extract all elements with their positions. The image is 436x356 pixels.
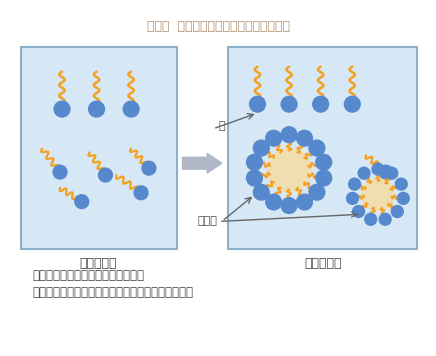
Circle shape (395, 178, 407, 190)
Circle shape (267, 148, 311, 192)
Text: ・親水基を外側に向けて安定化する: ・親水基を外側に向けて安定化する (32, 268, 144, 282)
Circle shape (142, 161, 156, 175)
Bar (228, 47, 417, 249)
Circle shape (75, 195, 89, 209)
Circle shape (281, 96, 297, 112)
Circle shape (296, 194, 313, 210)
Circle shape (379, 213, 391, 225)
Text: 濃度が低い: 濃度が低い (80, 257, 117, 270)
Circle shape (309, 140, 325, 156)
Text: ミセル: ミセル (197, 216, 217, 226)
Circle shape (372, 163, 384, 175)
Text: ・ミセルの中に油性成分が可溶化する（とりこむ）: ・ミセルの中に油性成分が可溶化する（とりこむ） (32, 286, 194, 299)
Circle shape (266, 130, 282, 146)
Circle shape (379, 165, 393, 179)
Circle shape (246, 155, 262, 170)
Circle shape (53, 165, 67, 179)
Text: 図３．  界面活性剤のミセル形成の可溶性: 図３． 界面活性剤のミセル形成の可溶性 (146, 21, 290, 33)
Circle shape (99, 168, 112, 182)
Text: 濃度が高い: 濃度が高い (304, 257, 341, 270)
Circle shape (249, 96, 266, 112)
Circle shape (246, 170, 262, 186)
Circle shape (281, 127, 297, 142)
Circle shape (89, 101, 105, 117)
Circle shape (398, 193, 409, 204)
Circle shape (54, 101, 70, 117)
Circle shape (313, 96, 329, 112)
Circle shape (316, 170, 332, 186)
Circle shape (266, 194, 282, 210)
Circle shape (353, 205, 364, 218)
Circle shape (362, 179, 394, 210)
Circle shape (386, 167, 398, 179)
Circle shape (358, 167, 370, 179)
Circle shape (344, 96, 360, 112)
Circle shape (316, 155, 332, 170)
FancyArrow shape (182, 153, 222, 173)
Circle shape (365, 213, 377, 225)
Bar (20, 47, 177, 249)
Circle shape (347, 193, 358, 204)
Circle shape (392, 205, 403, 218)
Circle shape (253, 184, 269, 200)
Circle shape (296, 130, 313, 146)
Circle shape (134, 186, 148, 200)
Circle shape (349, 178, 361, 190)
Text: 水: 水 (218, 121, 225, 131)
Circle shape (123, 101, 139, 117)
Circle shape (281, 198, 297, 214)
Circle shape (309, 184, 325, 200)
Circle shape (253, 140, 269, 156)
